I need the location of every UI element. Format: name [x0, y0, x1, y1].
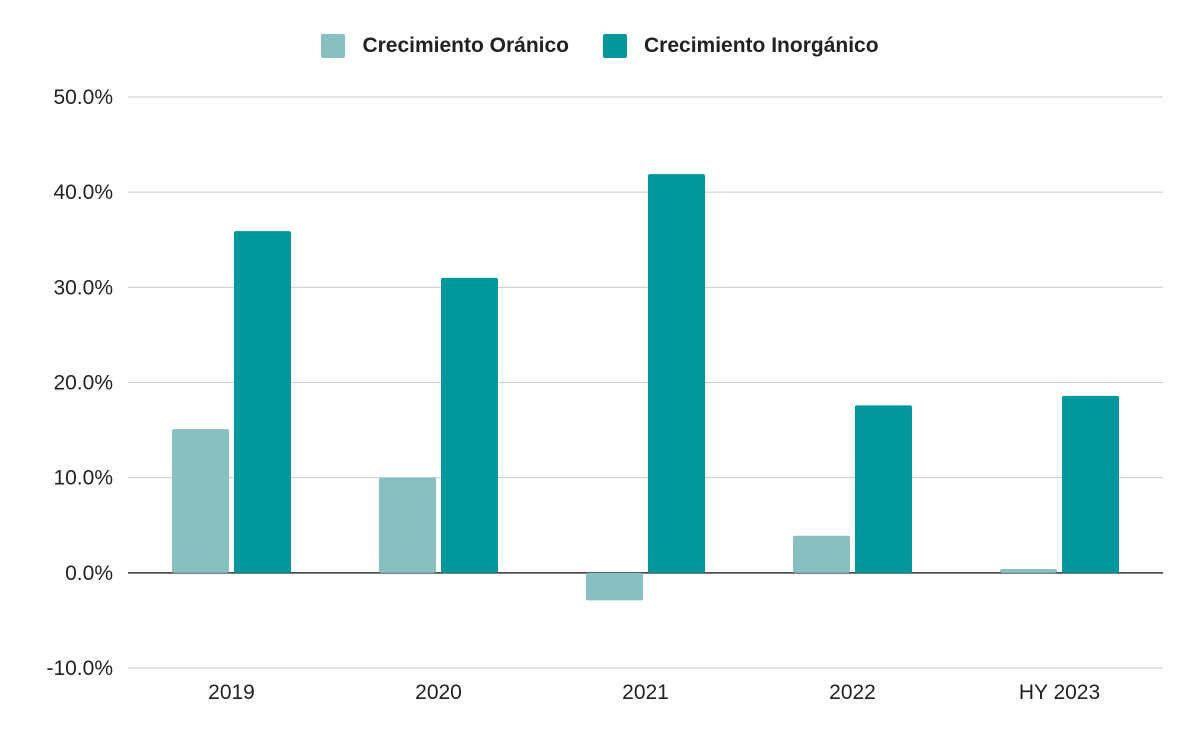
bar-organic[interactable] — [172, 429, 229, 573]
y-tick-label: 40.0% — [53, 181, 113, 204]
legend-swatch-inorganic — [603, 34, 627, 58]
legend-item-inorganic[interactable]: Crecimiento Inorgánico — [603, 34, 879, 58]
legend-item-organic[interactable]: Crecimiento Oránico — [321, 34, 569, 58]
legend: Crecimiento Oránico Crecimiento Inorgáni… — [0, 34, 1200, 58]
legend-swatch-organic — [321, 34, 346, 58]
x-tick-label: 2022 — [829, 681, 876, 704]
bar-inorganic[interactable] — [234, 231, 291, 573]
x-tick-label: HY 2023 — [1019, 681, 1100, 704]
y-tick-label: 20.0% — [53, 372, 113, 395]
y-tick-label: -10.0% — [46, 657, 113, 680]
bar-inorganic[interactable] — [855, 405, 912, 573]
bar-organic[interactable] — [1000, 569, 1057, 573]
y-tick-label: 10.0% — [53, 467, 113, 490]
bar-organic[interactable] — [586, 572, 643, 601]
bar-inorganic[interactable] — [648, 174, 705, 573]
bar-inorganic[interactable] — [1062, 395, 1119, 573]
bar-organic[interactable] — [379, 477, 436, 573]
bar-inorganic[interactable] — [441, 277, 498, 573]
x-tick-label: 2019 — [208, 681, 255, 704]
y-tick-label: 0.0% — [65, 562, 113, 585]
bar-organic[interactable] — [793, 535, 850, 573]
legend-label-inorganic: Crecimiento Inorgánico — [644, 34, 879, 57]
legend-label-organic: Crecimiento Oránico — [362, 34, 569, 57]
x-tick-label: 2021 — [622, 681, 669, 704]
x-tick-label: 2020 — [415, 681, 462, 704]
y-tick-label: 50.0% — [53, 86, 113, 109]
y-tick-label: 30.0% — [53, 276, 113, 299]
